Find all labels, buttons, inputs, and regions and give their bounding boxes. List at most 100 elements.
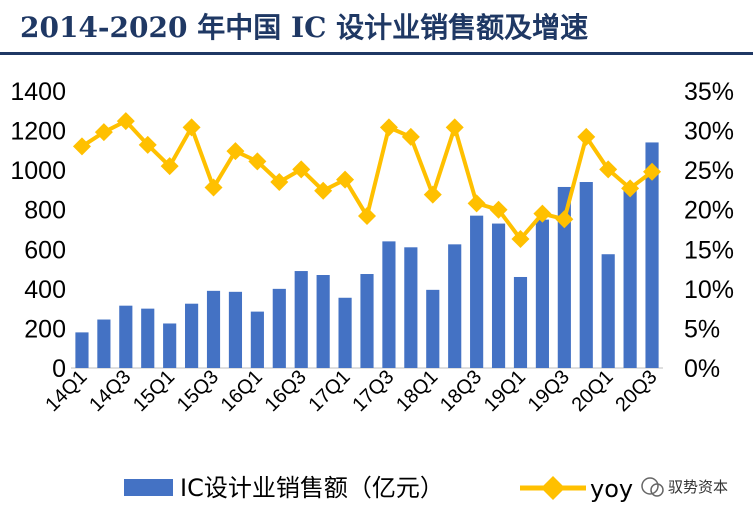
- yoy-marker: [533, 204, 552, 223]
- bar: [250, 311, 264, 368]
- category-label: 20Q3: [611, 366, 661, 416]
- right-tick-label: 5%: [684, 315, 720, 343]
- bar: [404, 247, 418, 368]
- bar: [228, 291, 243, 368]
- bar: [185, 303, 199, 368]
- bar: [623, 186, 637, 368]
- yoy-marker: [489, 200, 508, 219]
- chart-title: 2014-2020 年中国 IC 设计业销售额及增速: [20, 11, 589, 44]
- legend-line-label: yoy: [590, 475, 633, 503]
- yoy-marker: [226, 142, 245, 161]
- yoy-marker: [138, 135, 157, 154]
- yoy-marker: [160, 157, 179, 176]
- category-axis: 14Q114Q315Q115Q316Q116Q317Q117Q318Q118Q3…: [41, 366, 661, 416]
- legend: IC设计业销售额（亿元） yoy: [124, 474, 633, 503]
- right-tick-label: 10%: [684, 276, 734, 304]
- yoy-marker: [336, 170, 355, 189]
- yoy-marker: [292, 160, 311, 179]
- category-label: 19Q3: [524, 366, 574, 416]
- bar: [382, 241, 396, 368]
- bar: [535, 219, 549, 368]
- category-label: 19Q1: [480, 366, 530, 416]
- category-label: 17Q3: [348, 366, 398, 416]
- bar: [75, 332, 89, 368]
- left-tick-label: 1400: [10, 78, 66, 106]
- category-label: 20Q1: [568, 366, 618, 416]
- category-label: 18Q3: [436, 366, 486, 416]
- yoy-marker: [182, 118, 201, 137]
- left-axis: 0 200 400 600 800 1000 1200 1400: [10, 78, 66, 383]
- bar: [579, 182, 593, 368]
- watermark: 驭势资本: [641, 477, 728, 497]
- category-label: 16Q1: [217, 366, 267, 416]
- yoy-marker: [511, 229, 530, 248]
- right-tick-label: 15%: [684, 236, 734, 264]
- yoy-marker: [445, 118, 464, 137]
- legend-line-marker: [541, 476, 565, 500]
- yoy-marker: [423, 185, 442, 204]
- bar: [557, 186, 571, 368]
- yoy-marker: [116, 112, 135, 131]
- left-tick-label: 1200: [10, 118, 66, 146]
- right-axis: 0% 5% 10% 15% 20% 25% 30% 35%: [684, 78, 734, 383]
- legend-bar-swatch: [124, 479, 173, 496]
- category-label: 15Q1: [129, 366, 179, 416]
- right-tick-label: 30%: [684, 118, 734, 146]
- yoy-marker: [599, 160, 618, 179]
- category-label: 18Q1: [392, 366, 442, 416]
- title-underline: [0, 52, 753, 55]
- bar: [360, 274, 374, 368]
- bar: [163, 323, 177, 368]
- bar: [645, 142, 659, 368]
- bar: [491, 223, 506, 368]
- wechat-icon-inner: [650, 483, 664, 497]
- bar: [470, 215, 484, 368]
- bar: [141, 308, 155, 368]
- yoy-marker: [270, 173, 289, 192]
- yoy-marker: [314, 181, 333, 200]
- bar: [426, 289, 440, 368]
- left-tick-label: 1000: [10, 157, 66, 185]
- yoy-marker: [248, 152, 267, 171]
- yoy-marker: [358, 207, 376, 226]
- left-tick-label: 800: [24, 197, 66, 225]
- left-tick-label: 600: [24, 236, 66, 264]
- bar: [294, 271, 308, 368]
- bar: [206, 290, 221, 368]
- bar: [97, 319, 111, 368]
- bar: [601, 254, 615, 368]
- bar: [338, 297, 352, 368]
- line-series: [72, 112, 662, 248]
- left-tick-label: 200: [24, 315, 66, 343]
- category-label: 17Q1: [304, 366, 354, 416]
- yoy-marker: [621, 179, 640, 198]
- bar: [119, 305, 133, 368]
- legend-bar-label: IC设计业销售额（亿元）: [180, 474, 444, 502]
- right-tick-label: 35%: [684, 78, 734, 106]
- bar: [448, 244, 462, 368]
- yoy-marker: [72, 137, 91, 156]
- left-tick-label: 0: [52, 355, 66, 383]
- wechat-icon: [641, 477, 659, 495]
- bar: [513, 276, 528, 368]
- yoy-marker: [379, 118, 398, 137]
- right-tick-label: 20%: [684, 197, 734, 225]
- bar-series: [75, 142, 659, 368]
- yoy-marker: [577, 127, 596, 146]
- yoy-marker: [401, 127, 420, 146]
- right-tick-label: 0%: [684, 355, 720, 383]
- category-label: 14Q3: [85, 366, 135, 416]
- left-tick-label: 400: [24, 276, 66, 304]
- category-label: 15Q3: [173, 366, 223, 416]
- yoy-marker: [94, 123, 113, 142]
- yoy-marker: [555, 210, 574, 229]
- bar: [316, 275, 330, 368]
- bar: [272, 288, 286, 368]
- yoy-marker: [643, 162, 662, 181]
- category-label: 16Q3: [261, 366, 311, 416]
- yoy-marker: [467, 194, 486, 213]
- watermark-text: 驭势资本: [668, 478, 728, 496]
- right-tick-label: 25%: [684, 157, 734, 185]
- yoy-marker: [204, 178, 223, 197]
